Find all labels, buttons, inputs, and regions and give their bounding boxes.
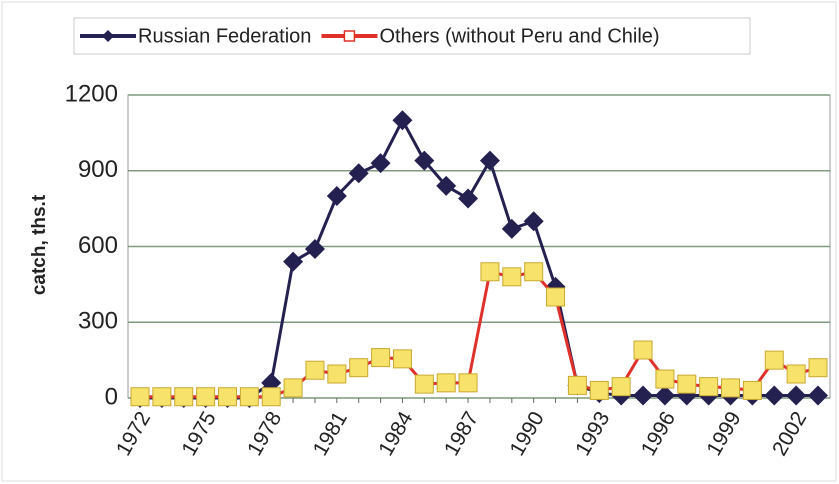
point [458,188,479,209]
point [371,348,391,368]
point [786,364,806,384]
point [436,373,456,393]
point [611,377,631,397]
point [152,387,172,407]
point [414,150,435,171]
legend-label: Others (without Peru and Chile) [379,25,659,47]
point [392,110,413,131]
point [764,385,785,406]
point [808,385,828,406]
point [196,387,216,407]
point [414,374,434,394]
point [261,387,281,407]
point [786,385,807,406]
y-tick-label: 1200 [65,80,118,107]
point [501,218,522,239]
y-axis-label: catch, ths.t [29,194,50,295]
legend-label: Russian Federation [138,25,311,47]
point [589,380,609,400]
point [633,385,654,406]
point [699,377,719,397]
point [327,364,347,384]
y-tick-label: 0 [105,383,118,410]
point [764,350,784,370]
point [633,340,653,360]
point [808,358,828,378]
point [392,349,412,369]
legend-marker [343,30,356,42]
legend-box [73,17,751,55]
point [304,239,325,260]
y-tick-label: 600 [78,232,118,259]
point [436,175,457,196]
point [326,186,347,206]
point [654,385,675,406]
y-tick-label: 900 [78,156,118,183]
point [502,267,522,287]
point [283,378,303,398]
point [479,150,500,171]
point [283,251,304,272]
point [480,262,500,282]
legend-marker [102,30,114,42]
point [523,211,544,232]
point [239,387,259,407]
point [305,360,325,380]
point [524,262,544,282]
point [742,380,762,400]
point [174,387,194,407]
point [348,163,369,184]
point [546,287,566,307]
point [217,387,237,407]
point [677,374,697,394]
point [655,369,675,389]
point [130,387,150,407]
point [349,358,369,378]
point [567,375,587,395]
point [370,153,391,174]
point [458,373,478,393]
y-tick-label: 300 [78,308,118,335]
point [721,378,741,398]
